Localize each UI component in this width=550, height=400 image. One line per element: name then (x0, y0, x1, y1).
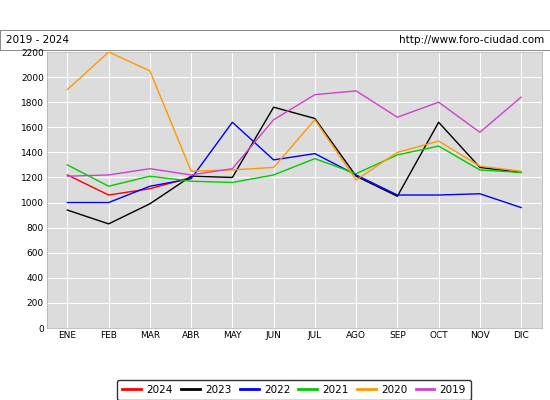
Text: Evolucion Nº Turistas Extranjeros en el municipio de Montolnès del Vallès: Evolucion Nº Turistas Extranjeros en el … (59, 8, 491, 22)
Text: http://www.foro-ciudad.com: http://www.foro-ciudad.com (399, 35, 544, 45)
Text: 2019 - 2024: 2019 - 2024 (6, 35, 69, 45)
Legend: 2024, 2023, 2022, 2021, 2020, 2019: 2024, 2023, 2022, 2021, 2020, 2019 (117, 380, 471, 400)
